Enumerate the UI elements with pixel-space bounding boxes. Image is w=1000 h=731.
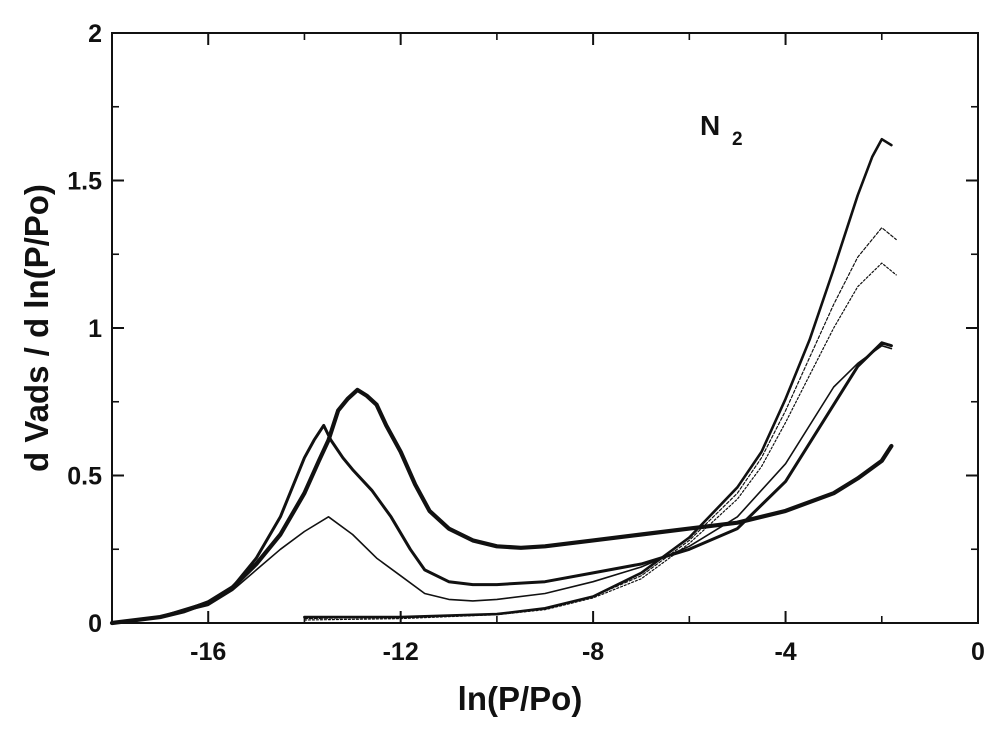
series-line-curve-e-dotted — [303, 227, 897, 620]
plot-frame — [111, 32, 979, 624]
y-axis-title: d Vads / d ln(P/Po) — [18, 184, 55, 472]
x-tick-label: -8 — [582, 638, 604, 666]
plot-lines — [109, 137, 897, 626]
y-tick-label: 1 — [88, 315, 102, 343]
annotation-n2: N 2 — [700, 110, 743, 150]
series-line-curve-a-thickest — [109, 387, 894, 626]
x-tick-label: -16 — [190, 638, 226, 666]
series-line-curve-c-thin — [111, 344, 893, 624]
y-ticks: 0 0.5 1 1.5 2 — [67, 20, 978, 638]
y-tick-label: 0 — [88, 610, 102, 638]
series-line-curve-b — [110, 341, 893, 625]
x-tick-label: -12 — [383, 638, 419, 666]
x-axis-title: ln(P/Po) — [458, 680, 583, 717]
x-tick-label: 0 — [971, 638, 985, 666]
annotation-subscript: 2 — [732, 129, 743, 150]
x-tick-label: -4 — [774, 638, 796, 666]
y-tick-label: 1.5 — [67, 168, 102, 196]
y-tick-label: 2 — [88, 20, 102, 48]
series-line-curve-d-steep — [303, 137, 893, 619]
y-tick-label: 0.5 — [67, 463, 102, 491]
annotation-main: N — [700, 110, 720, 141]
x-ticks: -16 -12 -8 -4 0 — [111, 33, 985, 666]
series-line-curve-f-dotted — [303, 262, 897, 621]
